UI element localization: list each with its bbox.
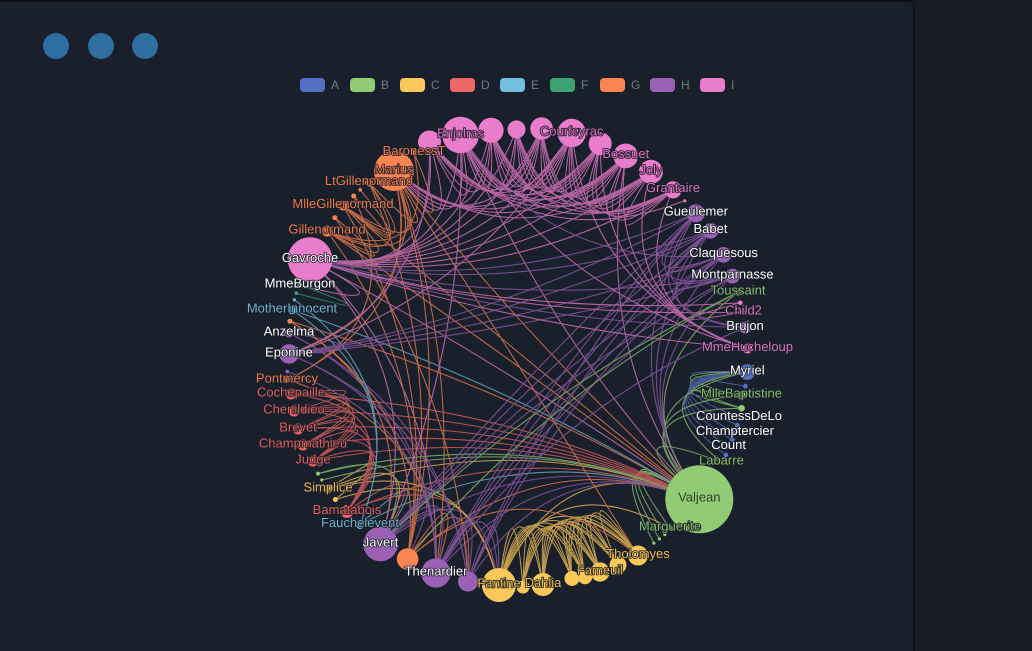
svg-text:Myriel: Myriel xyxy=(730,362,765,377)
svg-text:Child2: Child2 xyxy=(725,302,762,317)
svg-text:Thenardier: Thenardier xyxy=(405,563,469,578)
svg-text:Brevet: Brevet xyxy=(279,419,317,434)
svg-text:A: A xyxy=(331,78,339,92)
svg-text:Tholomyes: Tholomyes xyxy=(606,546,670,561)
svg-text:G: G xyxy=(631,78,640,92)
svg-text:Chenildieu: Chenildieu xyxy=(263,401,324,416)
svg-text:MlleGillenormand: MlleGillenormand xyxy=(292,196,393,211)
svg-text:Joly: Joly xyxy=(639,162,663,177)
svg-text:Bamatabois: Bamatabois xyxy=(313,502,382,517)
svg-text:MmeHucheloup: MmeHucheloup xyxy=(702,339,793,354)
svg-text:Gillenormand: Gillenormand xyxy=(288,221,365,236)
svg-text:D: D xyxy=(481,78,490,92)
svg-text:Brujon: Brujon xyxy=(726,318,764,333)
svg-text:Valjean: Valjean xyxy=(678,490,720,505)
svg-text:B: B xyxy=(381,78,389,92)
svg-text:H: H xyxy=(681,78,690,92)
svg-text:Count: Count xyxy=(711,437,746,452)
svg-text:BaronessT: BaronessT xyxy=(383,143,446,158)
svg-text:Champmathieu: Champmathieu xyxy=(259,435,347,450)
svg-text:Judge: Judge xyxy=(295,451,330,466)
svg-text:Dahlia: Dahlia xyxy=(525,575,563,590)
svg-text:Anzelma: Anzelma xyxy=(264,323,315,338)
svg-text:Courfeyrac: Courfeyrac xyxy=(540,123,604,138)
svg-text:Grantaire: Grantaire xyxy=(646,180,700,195)
svg-text:I: I xyxy=(731,78,734,92)
svg-text:Gavroche: Gavroche xyxy=(282,250,338,265)
svg-text:LtGillenormand: LtGillenormand xyxy=(325,173,413,188)
svg-text:C: C xyxy=(431,78,440,92)
svg-text:Toussaint: Toussaint xyxy=(711,282,766,297)
svg-text:MlleBaptistine: MlleBaptistine xyxy=(701,386,782,401)
svg-text:Marius: Marius xyxy=(374,161,414,176)
svg-text:E: E xyxy=(531,78,539,92)
svg-text:Fauchelevent: Fauchelevent xyxy=(321,515,399,530)
svg-text:Pontmercy: Pontmercy xyxy=(256,370,319,385)
svg-text:Gueulemer: Gueulemer xyxy=(664,204,729,219)
svg-text:Eponine: Eponine xyxy=(265,344,313,359)
svg-text:Fameuil: Fameuil xyxy=(577,562,623,577)
svg-text:Bossuet: Bossuet xyxy=(602,146,649,161)
svg-text:Simplice: Simplice xyxy=(303,479,352,494)
svg-text:Babet: Babet xyxy=(694,221,728,236)
svg-text:Claquesous: Claquesous xyxy=(689,245,758,260)
svg-text:Enjolras: Enjolras xyxy=(437,125,484,140)
svg-text:MmeBurgon: MmeBurgon xyxy=(265,275,336,290)
svg-text:F: F xyxy=(581,78,588,92)
svg-text:Champtercier: Champtercier xyxy=(696,423,775,438)
svg-text:Marguerite: Marguerite xyxy=(639,518,701,533)
svg-text:Javert: Javert xyxy=(363,534,399,549)
svg-text:Cochepaille: Cochepaille xyxy=(257,384,325,399)
svg-text:Montparnasse: Montparnasse xyxy=(691,266,773,281)
svg-text:Fantine: Fantine xyxy=(477,575,520,590)
svg-text:MotherInnocent: MotherInnocent xyxy=(247,300,338,315)
svg-text:Labarre: Labarre xyxy=(699,453,744,468)
svg-text:CountessDeLo: CountessDeLo xyxy=(696,408,782,423)
